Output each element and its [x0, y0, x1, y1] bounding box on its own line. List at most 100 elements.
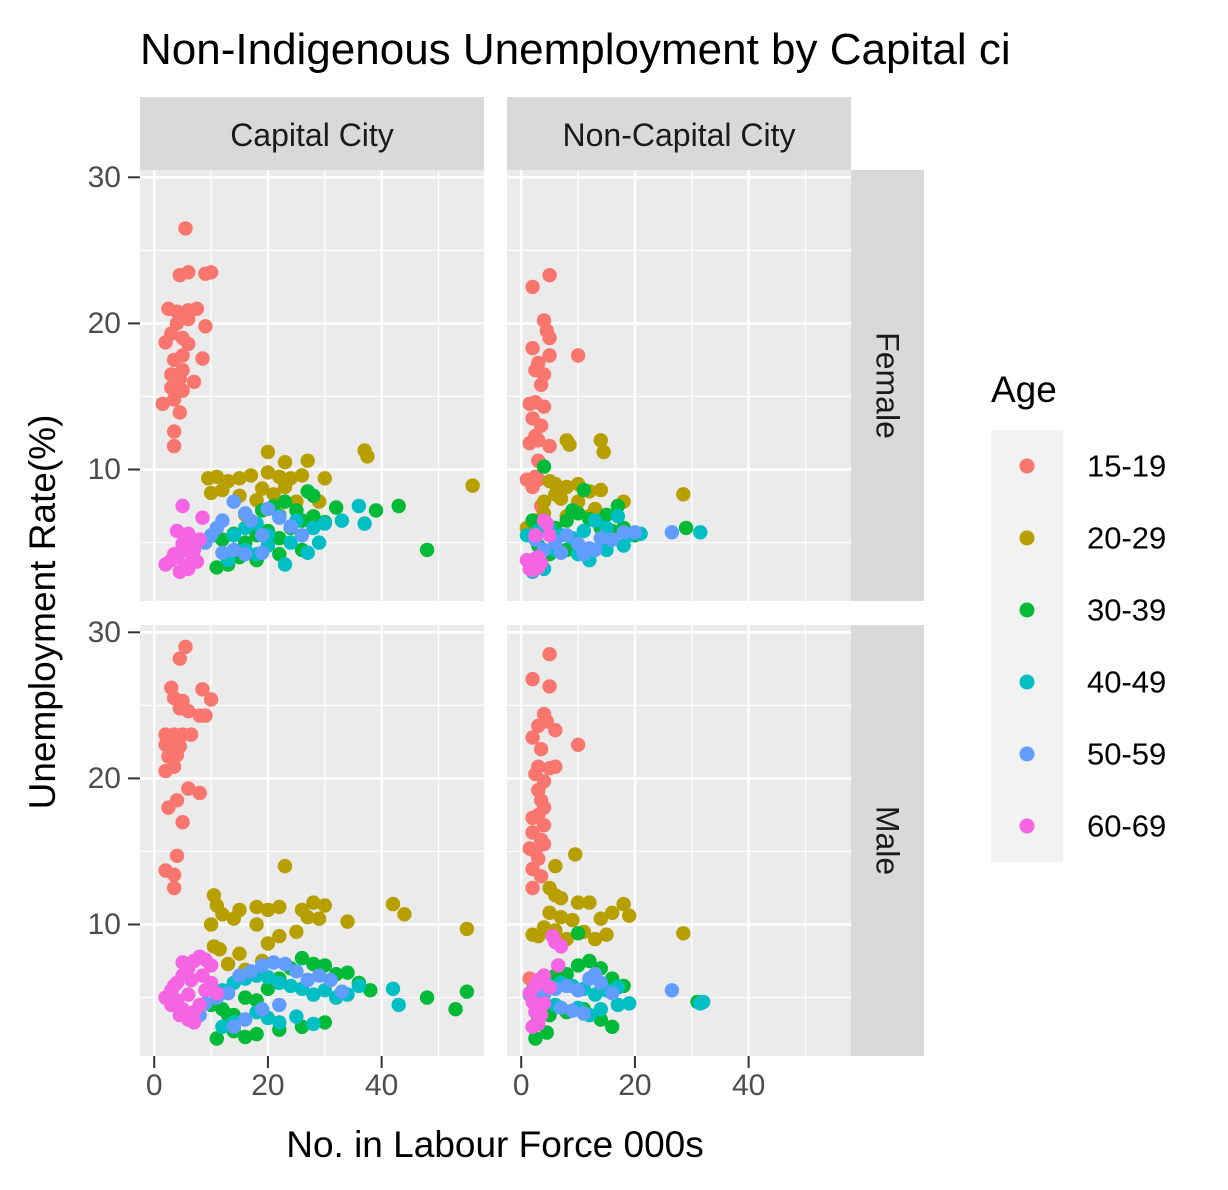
point-age-30-39	[238, 1029, 253, 1045]
point-age-60-69	[528, 528, 543, 543]
point-age-20-29	[553, 891, 569, 906]
point-age-30-39	[277, 494, 293, 509]
point-age-50-59	[232, 968, 247, 983]
point-age-30-39	[368, 503, 384, 518]
point-age-50-59	[587, 542, 603, 558]
point-age-20-29	[203, 485, 219, 501]
point-age-20-29	[605, 905, 620, 920]
point-age-15-19	[166, 867, 182, 882]
point-age-30-39	[294, 950, 310, 966]
data-points	[522, 647, 711, 1046]
point-age-20-29	[203, 917, 219, 932]
point-age-20-29	[209, 469, 224, 484]
point-age-15-19	[189, 301, 205, 316]
point-age-40-49	[334, 513, 350, 528]
point-age-50-59	[593, 531, 608, 546]
legend-swatch	[1019, 746, 1035, 762]
point-age-30-39	[536, 459, 552, 474]
point-age-50-59	[260, 501, 276, 517]
strip-background	[140, 97, 484, 170]
point-age-50-59	[243, 964, 259, 979]
point-age-50-59	[255, 528, 270, 543]
point-age-20-29	[536, 494, 552, 509]
point-age-20-29	[599, 927, 614, 942]
point-age-50-59	[300, 972, 315, 988]
point-age-15-19	[192, 785, 207, 801]
y-axis-title: Unemployment Rate(%)	[22, 415, 63, 810]
point-age-60-69	[203, 958, 219, 973]
point-age-30-39	[272, 531, 287, 546]
point-age-30-39	[605, 1019, 620, 1034]
point-age-40-49	[576, 523, 591, 539]
point-age-50-59	[266, 955, 281, 970]
point-age-15-19	[533, 377, 549, 392]
y-tick-label: 10	[88, 908, 121, 941]
point-age-50-59	[294, 528, 310, 543]
legend-title: Age	[991, 369, 1057, 410]
point-age-15-19	[536, 399, 552, 414]
point-age-60-69	[181, 987, 196, 1002]
point-age-50-59	[238, 547, 253, 562]
legend-key-background	[991, 430, 1063, 862]
point-age-40-49	[306, 987, 321, 1002]
point-age-40-49	[300, 545, 315, 560]
point-age-15-19	[181, 265, 196, 280]
point-age-20-29	[249, 917, 264, 932]
point-age-30-39	[419, 542, 435, 558]
point-age-15-19	[175, 815, 190, 830]
point-age-20-29	[220, 956, 236, 972]
point-age-30-39	[289, 503, 304, 518]
point-age-20-29	[260, 936, 276, 951]
point-age-40-49	[306, 1016, 321, 1032]
point-age-15-19	[198, 708, 213, 723]
point-age-40-49	[587, 987, 603, 1002]
point-age-20-29	[622, 908, 637, 923]
point-age-20-29	[260, 902, 276, 918]
point-age-15-19	[570, 737, 586, 752]
point-age-50-59	[553, 545, 569, 560]
point-age-20-29	[553, 491, 569, 506]
point-age-40-49	[306, 520, 321, 536]
panel-gridlines	[140, 170, 484, 601]
point-age-20-29	[553, 910, 569, 925]
point-age-50-59	[334, 984, 350, 999]
point-age-50-59	[627, 525, 643, 540]
legend-swatch	[1019, 458, 1035, 474]
point-age-40-49	[226, 528, 241, 543]
point-age-60-69	[192, 997, 207, 1013]
point-age-15-19	[542, 679, 557, 694]
point-age-50-59	[576, 547, 591, 562]
point-age-60-69	[195, 510, 210, 525]
x-tick-label: 0	[146, 1069, 163, 1102]
point-age-15-19	[169, 747, 185, 763]
chart-title: Non-Indigenous Unemployment by Capital c…	[140, 25, 1011, 74]
point-age-15-19	[181, 781, 196, 796]
point-age-20-29	[548, 858, 563, 874]
legend-item-20-29: 20-29	[1019, 521, 1166, 556]
point-age-20-29	[593, 433, 608, 448]
point-age-15-19	[525, 880, 540, 896]
strip-male: Male	[851, 625, 924, 1056]
point-age-30-39	[570, 958, 586, 973]
point-age-60-69	[175, 955, 190, 970]
strip-capital-city: Capital City	[140, 97, 484, 170]
point-age-20-29	[226, 911, 241, 926]
point-age-15-19	[536, 837, 552, 852]
point-age-15-19	[164, 326, 179, 341]
point-age-20-29	[562, 437, 577, 452]
point-age-15-19	[525, 671, 540, 687]
point-age-20-29	[300, 453, 315, 468]
point-age-40-49	[272, 975, 287, 991]
point-age-20-29	[232, 471, 247, 486]
y-tick-label: 10	[88, 453, 121, 486]
point-age-60-69	[184, 547, 199, 562]
strip-label-male: Male	[870, 806, 906, 875]
point-age-50-59	[311, 968, 327, 983]
strip-label-female: Female	[870, 332, 906, 439]
point-age-20-29	[249, 899, 264, 915]
point-age-15-19	[181, 704, 196, 719]
point-age-20-29	[542, 905, 557, 920]
point-age-20-29	[593, 482, 608, 498]
point-age-30-39	[448, 1002, 463, 1017]
point-age-20-29	[306, 895, 321, 910]
